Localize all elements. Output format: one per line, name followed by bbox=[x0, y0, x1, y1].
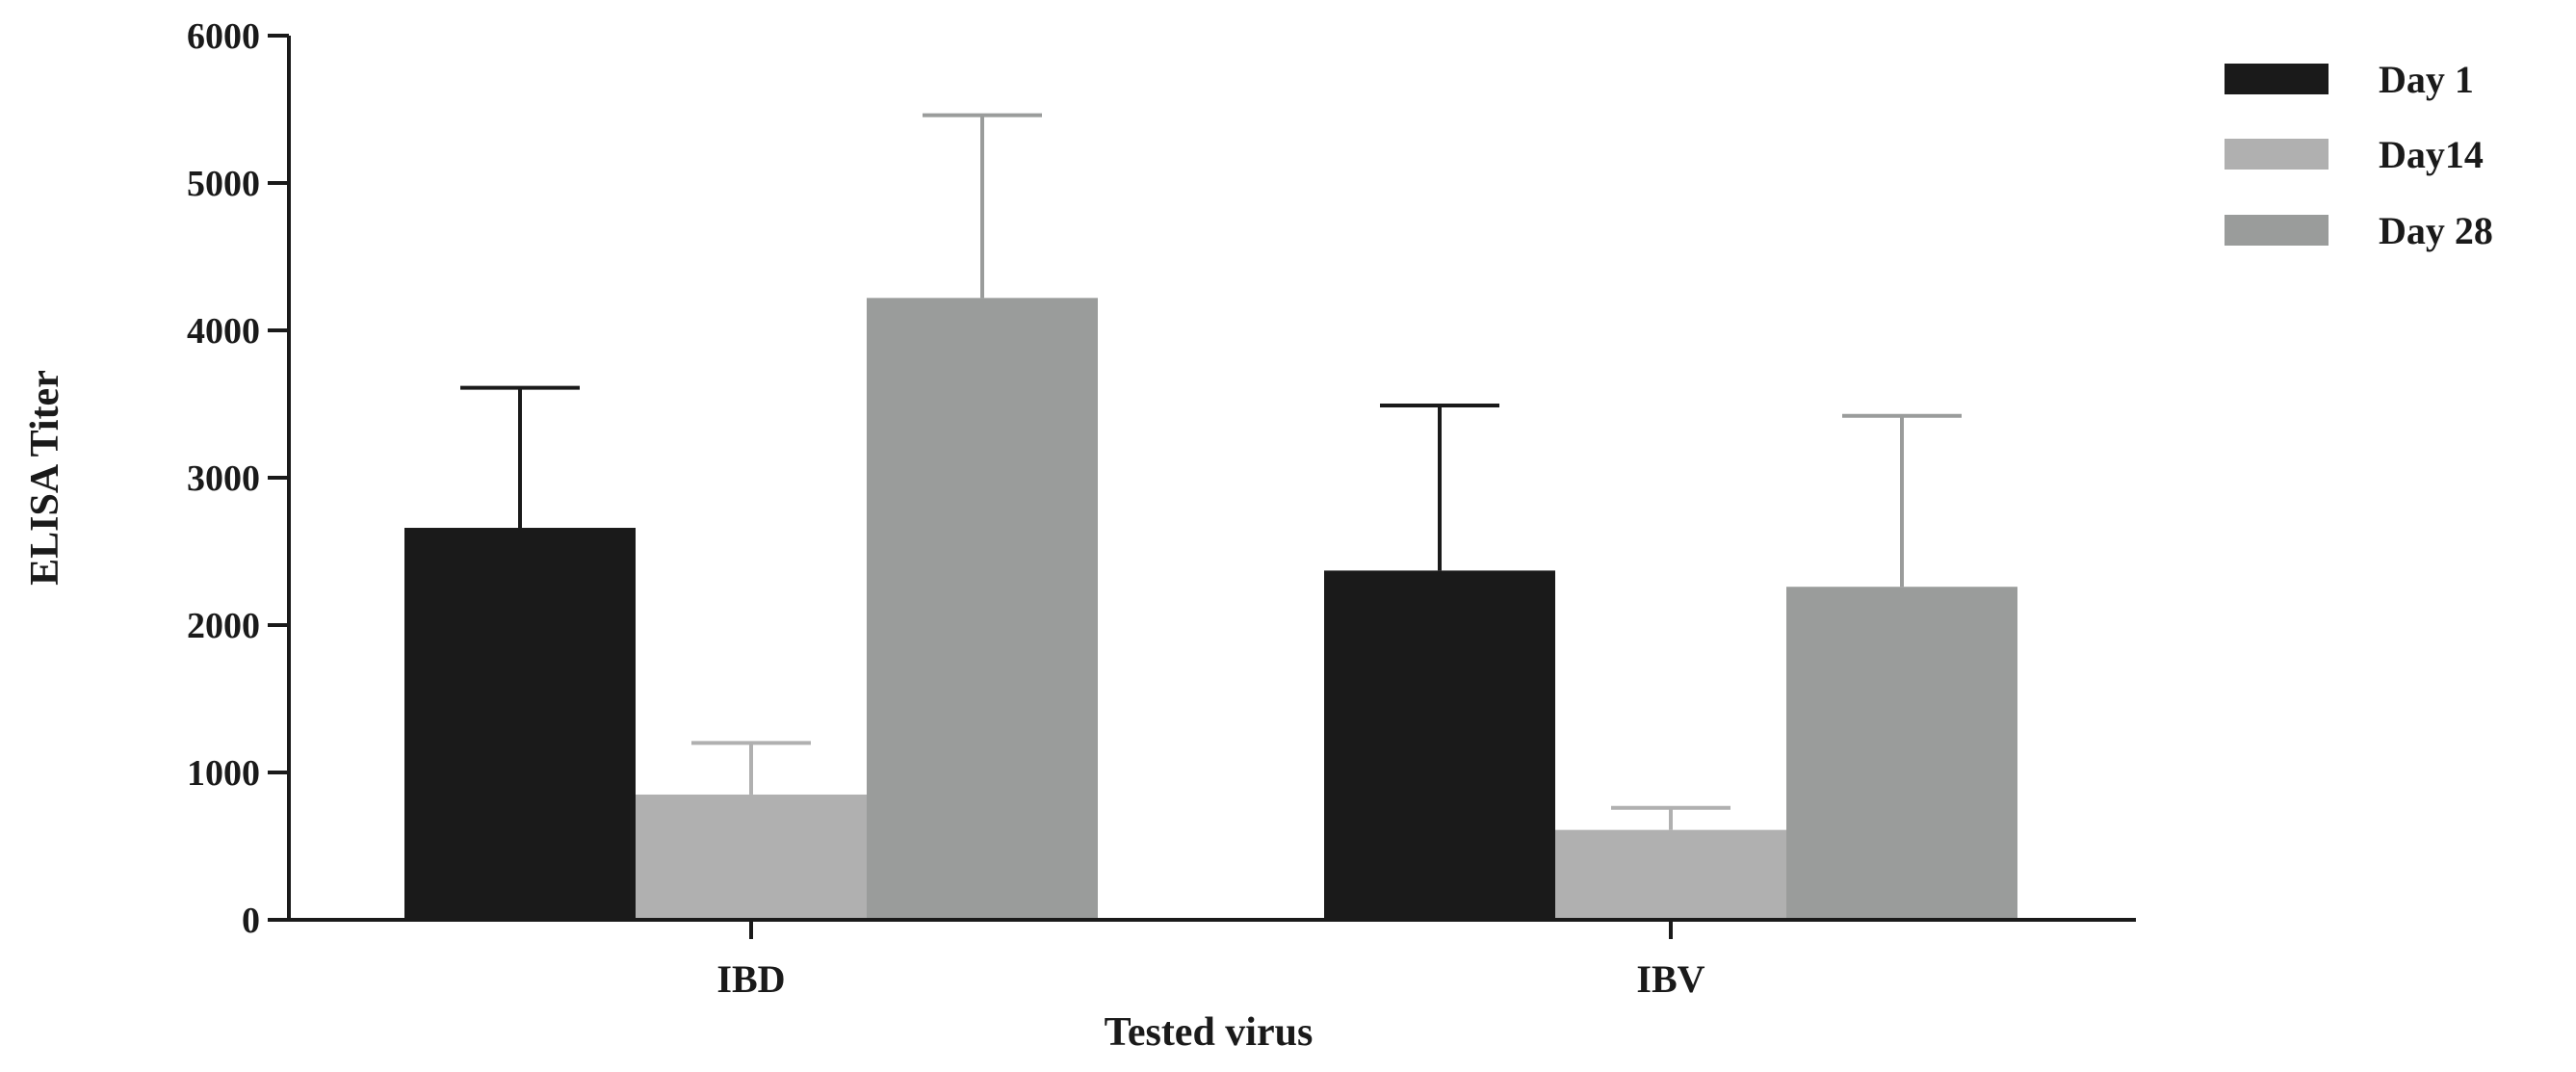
y-tick-label: 3000 bbox=[187, 458, 260, 499]
legend-label: Day 1 bbox=[2379, 58, 2474, 101]
x-axis-categories: IBD IBV bbox=[716, 920, 1705, 1001]
y-axis-ticks: 0 1000 2000 3000 4000 5000 6000 bbox=[187, 16, 289, 941]
bar-ibv-day28 bbox=[1786, 587, 2017, 920]
legend-swatch-day1 bbox=[2225, 64, 2329, 94]
y-tick-label: 0 bbox=[242, 901, 260, 941]
y-tick-label: 2000 bbox=[187, 606, 260, 646]
legend-label: Day14 bbox=[2379, 133, 2484, 176]
y-tick-label: 5000 bbox=[187, 164, 260, 204]
legend-swatch-day28 bbox=[2225, 215, 2329, 246]
legend-swatch-day14 bbox=[2225, 139, 2329, 170]
x-category-label: IBD bbox=[716, 957, 785, 1001]
y-tick-label: 1000 bbox=[187, 753, 260, 794]
bar-ibv-day14 bbox=[1555, 829, 1786, 920]
bar-ibd-day1 bbox=[404, 528, 636, 920]
bar-ibd-day14 bbox=[636, 794, 867, 920]
y-axis-title: ELISA Titer bbox=[23, 370, 67, 586]
legend-label: Day 28 bbox=[2379, 209, 2493, 252]
bar-ibd-day28 bbox=[867, 298, 1098, 921]
x-category-label: IBV bbox=[1636, 957, 1704, 1001]
bar-ibv-day1 bbox=[1324, 570, 1555, 920]
error-bars bbox=[460, 113, 1962, 830]
x-axis-title: Tested virus bbox=[1105, 1010, 1314, 1055]
legend: Day 1 Day14 Day 28 bbox=[2225, 58, 2493, 252]
y-tick-label: 6000 bbox=[187, 16, 260, 57]
y-tick-label: 4000 bbox=[187, 311, 260, 352]
bars bbox=[404, 298, 2017, 921]
